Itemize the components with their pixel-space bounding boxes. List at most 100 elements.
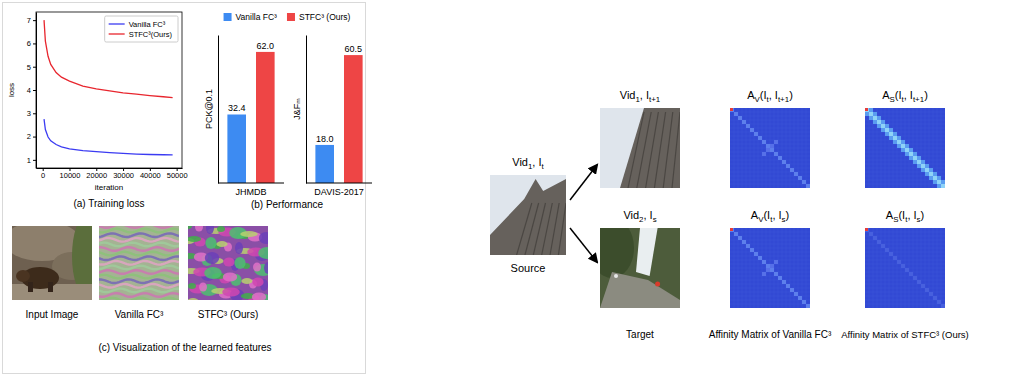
matrix-cell — [889, 252, 893, 256]
column-label: Vid2, Is — [623, 209, 656, 224]
feature-blob — [216, 241, 227, 247]
affinity-matrix — [865, 228, 945, 308]
building-detail — [550, 203, 559, 255]
matrix-cell — [806, 304, 810, 308]
x-tick-label: 30000 — [113, 171, 134, 180]
chart-title: (a) Training loss — [73, 198, 144, 209]
legend: Vanilla FC³STFC³(Ours) — [105, 16, 178, 42]
feature-stripe — [99, 284, 179, 288]
matrix-cell — [869, 108, 873, 112]
matrix-cell — [770, 268, 774, 272]
y-axis-title: J&Fₘ — [292, 98, 302, 120]
feature-image — [99, 226, 179, 300]
feature-stripe — [99, 243, 179, 247]
x-tick: 40000 — [140, 168, 161, 180]
y-tick-mark — [33, 160, 36, 161]
matrix-cell — [770, 264, 774, 268]
matrix-cell — [778, 276, 782, 280]
feature-image — [12, 226, 92, 300]
matrix-cell — [929, 176, 933, 180]
column-label: AV(It, It+1) — [747, 89, 793, 104]
label-part: (I — [898, 209, 905, 221]
matrix-cell — [802, 180, 806, 184]
data-labels: 32.462.0 — [228, 41, 274, 114]
building-detail — [628, 112, 644, 188]
feature-stripe — [99, 261, 179, 265]
feature-stripe — [99, 279, 179, 283]
feature-blob — [205, 237, 216, 249]
feature-blob — [258, 247, 268, 259]
feature-stripe — [99, 256, 179, 260]
bar-chart: 32.462.0JHMDBPCK@0.1 — [204, 36, 284, 198]
building — [620, 108, 680, 188]
matrix-cell — [873, 112, 877, 116]
bar-chart: 18.060.5DAVIS-2017J&Fₘ — [292, 36, 372, 198]
column-caption: Affinity Matrix of STFC³ (Ours) — [841, 329, 969, 340]
label-part: , I — [904, 89, 913, 101]
matrix-cell — [917, 160, 921, 164]
legend: Vanilla FC³STFC³ (Ours) — [224, 12, 351, 22]
matrix-texture — [941, 228, 942, 308]
matrix-cell — [869, 116, 873, 120]
building-detail — [663, 112, 673, 188]
matrix-cell — [913, 156, 917, 160]
x-axis-line — [218, 183, 284, 184]
feature-blob — [188, 283, 196, 289]
matrix-cell — [893, 136, 897, 140]
matrix-cell — [929, 172, 933, 176]
feature-panel: Input ImageVanilla FC³STFC³ (Ours)(c) Vi… — [4, 216, 276, 353]
column-label: AS(It, It+1) — [882, 89, 928, 104]
label-part: ) — [786, 209, 790, 221]
bear-leg — [28, 282, 33, 292]
x-tick-label: JHMDB — [236, 187, 267, 197]
bear-head — [16, 270, 30, 282]
label-part: (I — [760, 89, 767, 101]
chart-title: (b) Performance — [251, 199, 324, 210]
feature-stripe — [99, 266, 179, 270]
matrix-cell — [897, 136, 901, 140]
x-tick: 0 — [41, 168, 45, 180]
matrix-cell — [929, 292, 933, 296]
photo — [600, 228, 680, 308]
foliage — [600, 228, 634, 278]
matrix-cell — [877, 124, 881, 128]
feature-blob — [188, 226, 192, 229]
y-tick: 2 — [27, 132, 36, 141]
bar — [344, 55, 363, 183]
feature-stripe — [99, 252, 179, 256]
feature-stripe — [99, 293, 179, 297]
source-label: Vid1, It — [512, 156, 544, 171]
matrix-background — [730, 228, 810, 308]
panel-border — [3, 3, 366, 374]
matrix-cell — [893, 132, 897, 136]
matrix-cell — [909, 272, 913, 276]
matrix-cell — [897, 144, 901, 148]
matrix-cell — [762, 272, 766, 276]
source-caption: Source — [511, 262, 546, 274]
matrix-cell — [881, 244, 885, 248]
matrix-cell — [885, 128, 889, 132]
matrix-cell — [873, 236, 877, 240]
matrix-cell — [869, 112, 873, 116]
feature-blob — [195, 226, 203, 232]
feature-image — [188, 226, 268, 300]
y-axis-line — [306, 36, 307, 184]
matrix-cell — [905, 144, 909, 148]
x-tick-label: 10000 — [60, 171, 81, 180]
label-part: (I — [763, 209, 770, 221]
label-part: ) — [924, 89, 928, 101]
building-detail — [525, 203, 539, 255]
loss-line — [44, 119, 173, 155]
person — [655, 282, 660, 287]
matrix-cell — [742, 240, 746, 244]
subscript: t+1 — [778, 95, 790, 104]
feature-blob — [253, 263, 261, 272]
feature-blob — [204, 267, 222, 279]
x-axis: 01000020000300004000050000 — [37, 168, 188, 180]
matrix-cell — [786, 284, 790, 288]
y-tick: 5 — [27, 63, 36, 72]
matrix-cell — [917, 280, 921, 284]
subscript: t+1 — [649, 95, 661, 104]
bar — [227, 114, 246, 183]
y-tick-label: 6 — [27, 39, 31, 48]
